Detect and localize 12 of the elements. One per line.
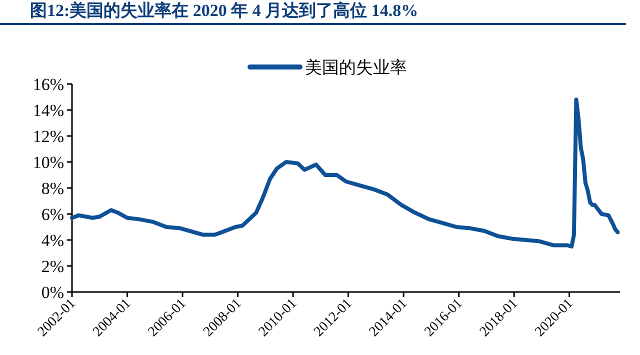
y-tick-label: 0% [41,283,64,302]
y-tick-label: 12% [32,127,64,146]
y-tick-label: 14% [32,101,64,120]
legend-label: 美国的失业率 [305,58,407,78]
y-tick-label: 8% [41,179,64,198]
chart-title: 图12:美国的失业率在 2020 年 4 月达到了高位 14.8% [30,1,418,20]
y-tick-label: 2% [41,257,64,276]
y-tick-label: 6% [41,205,64,224]
y-tick-label: 10% [32,153,64,172]
line-series [70,98,620,248]
y-tick-label: 4% [41,231,64,250]
y-tick-label: 16% [32,75,64,94]
